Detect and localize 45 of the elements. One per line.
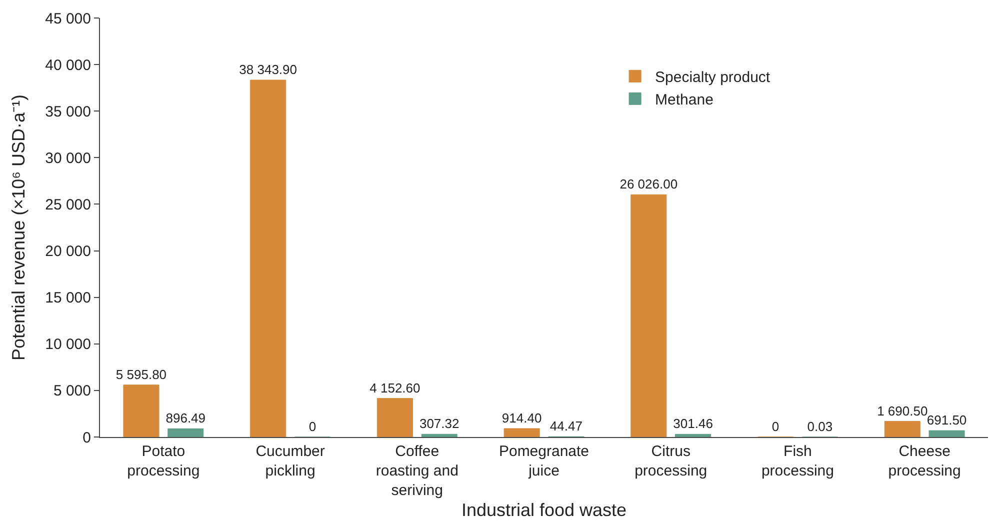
x-tick-label: Pomegranate juice	[498, 443, 590, 480]
y-tick-label: 40 000	[45, 56, 91, 74]
y-tick-label: 25 000	[45, 196, 91, 214]
bar	[168, 428, 204, 437]
data-label: 1 690.50	[877, 403, 928, 418]
x-axis-title: Industrial food waste	[461, 500, 627, 520]
x-tick-label: Potato processing	[127, 443, 200, 480]
data-label: 691.50	[926, 412, 967, 428]
y-tick-label: 15 000	[45, 290, 91, 307]
x-tick-label: Cheese processing	[888, 443, 961, 480]
legend-label: Methane	[655, 92, 714, 108]
data-label: 44.47	[550, 418, 582, 434]
data-label: 5 595.80	[116, 366, 167, 382]
y-tick-label: 5 000	[53, 382, 91, 400]
data-label: 307.32	[419, 416, 460, 432]
y-axis-title: Potential revenue (×10⁶ USD·a⁻¹)	[8, 94, 28, 361]
data-label: 4 152.60	[370, 380, 420, 396]
data-label: 914.40	[502, 410, 542, 426]
bar	[928, 430, 965, 437]
y-tick-label: 45 000	[45, 10, 91, 28]
legend-label: Specialty product	[655, 69, 771, 86]
bar	[376, 398, 413, 437]
y-tick-label: 10 000	[45, 336, 91, 354]
data-label: 26 026.00	[620, 176, 678, 192]
bar	[884, 421, 920, 437]
y-tick-label: 0	[82, 429, 91, 446]
bar	[504, 428, 540, 437]
y-tick-label: 35 000	[45, 103, 91, 120]
x-tick-label: Fish processing	[761, 443, 834, 480]
bar	[250, 80, 286, 437]
y-tick-label: 20 000	[45, 243, 91, 260]
y-tick-label: 30 000	[45, 150, 91, 167]
x-tick-label: Coffee roasting and seriving	[376, 443, 458, 499]
x-tick-label: Citrus processing	[634, 443, 708, 480]
bar	[630, 194, 667, 437]
data-label: 0	[772, 419, 780, 434]
bar	[123, 384, 160, 437]
x-tick-label: Cucumber pickling	[256, 443, 325, 480]
bar	[421, 434, 458, 437]
data-label: 301.46	[673, 416, 713, 432]
bar	[675, 434, 712, 437]
data-label: 0.03	[807, 419, 833, 434]
data-label: 0	[308, 419, 316, 434]
data-label: 896.49	[166, 410, 206, 426]
data-label: 38 343.90	[239, 62, 298, 77]
